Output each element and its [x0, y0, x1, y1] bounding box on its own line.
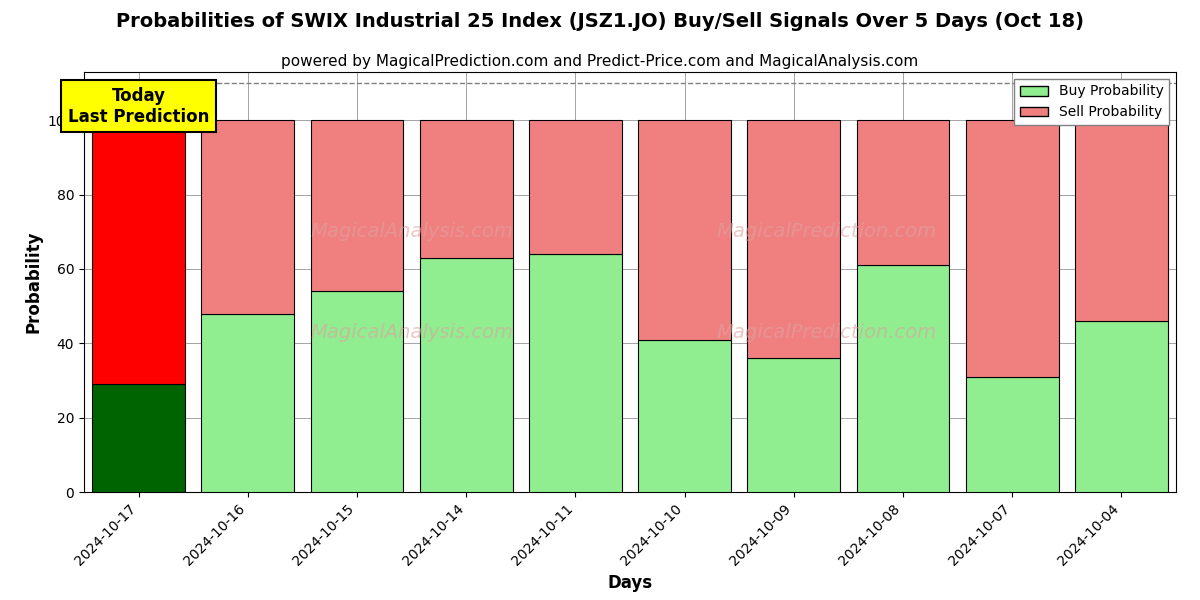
- Text: Probabilities of SWIX Industrial 25 Index (JSZ1.JO) Buy/Sell Signals Over 5 Days: Probabilities of SWIX Industrial 25 Inde…: [116, 12, 1084, 31]
- Bar: [638, 121, 731, 340]
- Bar: [420, 258, 512, 492]
- Bar: [966, 121, 1058, 377]
- Bar: [202, 121, 294, 314]
- Bar: [638, 340, 731, 492]
- Bar: [857, 265, 949, 492]
- Bar: [748, 121, 840, 358]
- Bar: [92, 384, 185, 492]
- Text: MagicalPrediction.com: MagicalPrediction.com: [716, 323, 937, 342]
- Bar: [311, 121, 403, 291]
- Bar: [92, 121, 185, 384]
- Bar: [748, 358, 840, 492]
- Bar: [529, 121, 622, 254]
- Bar: [202, 314, 294, 492]
- Bar: [311, 291, 403, 492]
- Y-axis label: Probability: Probability: [24, 231, 42, 333]
- X-axis label: Days: Days: [607, 574, 653, 592]
- Bar: [1075, 321, 1168, 492]
- Text: MagicalPrediction.com: MagicalPrediction.com: [716, 222, 937, 241]
- Bar: [529, 254, 622, 492]
- Bar: [857, 121, 949, 265]
- Text: Today
Last Prediction: Today Last Prediction: [68, 87, 209, 125]
- Text: MagicalAnalysis.com: MagicalAnalysis.com: [310, 222, 514, 241]
- Bar: [420, 121, 512, 258]
- Text: powered by MagicalPrediction.com and Predict-Price.com and MagicalAnalysis.com: powered by MagicalPrediction.com and Pre…: [281, 54, 919, 69]
- Bar: [966, 377, 1058, 492]
- Text: MagicalAnalysis.com: MagicalAnalysis.com: [310, 323, 514, 342]
- Legend: Buy Probability, Sell Probability: Buy Probability, Sell Probability: [1014, 79, 1169, 125]
- Bar: [1075, 121, 1168, 321]
